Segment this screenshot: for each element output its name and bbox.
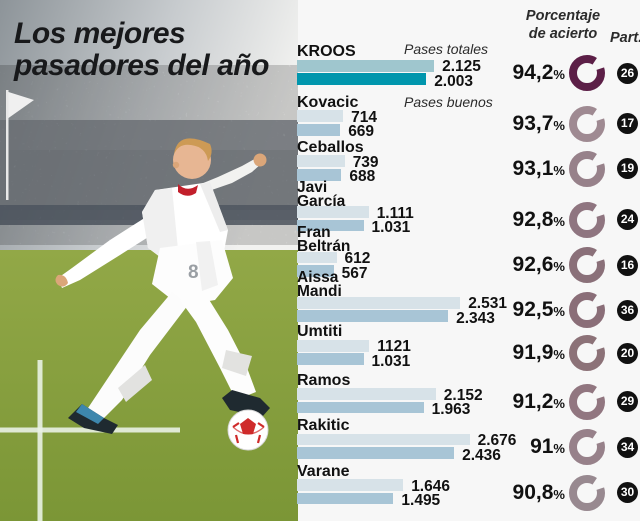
svg-text:8: 8: [188, 262, 199, 283]
